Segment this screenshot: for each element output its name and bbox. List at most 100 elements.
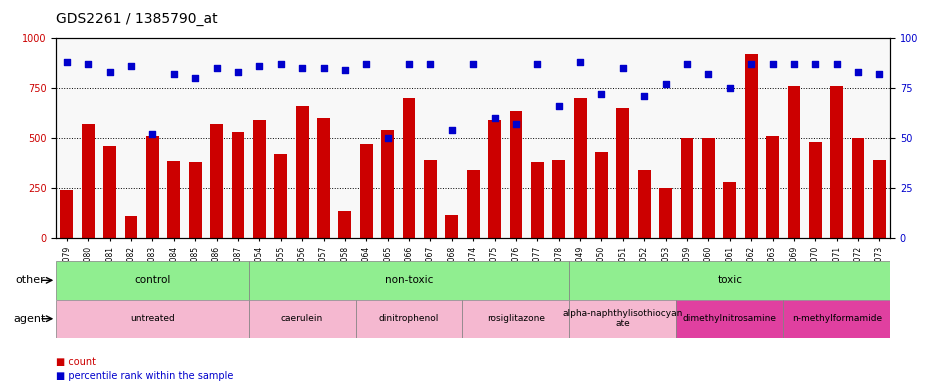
Text: n-methylformamide: n-methylformamide <box>791 314 881 323</box>
Point <box>167 71 182 78</box>
Point <box>828 61 843 68</box>
Point <box>402 61 417 68</box>
Bar <box>573 98 586 238</box>
Point <box>850 69 865 75</box>
Point <box>358 61 373 68</box>
Point <box>187 75 202 81</box>
Point <box>145 131 160 137</box>
Bar <box>168 161 180 238</box>
Point <box>871 71 886 78</box>
Point <box>657 81 672 88</box>
Point <box>722 85 737 91</box>
FancyBboxPatch shape <box>569 300 676 338</box>
Bar <box>296 106 308 238</box>
Bar <box>424 160 436 238</box>
Point <box>679 61 694 68</box>
Bar <box>253 120 266 238</box>
Bar <box>551 160 564 238</box>
Point <box>785 61 800 68</box>
FancyBboxPatch shape <box>355 300 462 338</box>
Bar <box>466 170 479 238</box>
Bar <box>594 152 607 238</box>
Bar <box>146 136 159 238</box>
Bar <box>872 160 885 238</box>
Bar <box>851 138 864 238</box>
Point <box>550 103 565 109</box>
FancyBboxPatch shape <box>248 261 569 300</box>
Point <box>487 115 502 121</box>
Bar <box>210 124 223 238</box>
Text: GDS2261 / 1385790_at: GDS2261 / 1385790_at <box>56 12 217 25</box>
Bar <box>188 162 201 238</box>
Bar <box>786 86 799 238</box>
Bar <box>316 118 329 238</box>
Text: non-toxic: non-toxic <box>385 275 432 285</box>
Bar <box>637 170 650 238</box>
Point <box>572 59 587 65</box>
Text: dinitrophenol: dinitrophenol <box>378 314 439 323</box>
Bar <box>488 120 501 238</box>
Point <box>209 65 224 71</box>
Point <box>465 61 480 68</box>
Text: control: control <box>134 275 170 285</box>
Bar <box>81 124 95 238</box>
Bar <box>744 55 757 238</box>
Point <box>337 67 352 73</box>
FancyBboxPatch shape <box>56 261 248 300</box>
FancyBboxPatch shape <box>248 300 355 338</box>
Point <box>508 121 523 127</box>
Bar <box>338 211 351 238</box>
FancyBboxPatch shape <box>676 300 782 338</box>
Bar <box>659 188 671 238</box>
Point <box>59 59 74 65</box>
FancyBboxPatch shape <box>56 300 248 338</box>
Point <box>230 69 245 75</box>
Point <box>422 61 437 68</box>
Point <box>273 61 288 68</box>
Text: agent: agent <box>13 314 46 324</box>
Point <box>764 61 779 68</box>
Text: alpha-naphthylisothiocyan
ate: alpha-naphthylisothiocyan ate <box>563 309 682 328</box>
Bar <box>359 144 373 238</box>
Point <box>444 127 459 133</box>
Text: untreated: untreated <box>130 314 175 323</box>
FancyBboxPatch shape <box>569 261 889 300</box>
Point <box>743 61 758 68</box>
Bar <box>231 132 244 238</box>
Point <box>593 91 608 98</box>
Text: dimethylnitrosamine: dimethylnitrosamine <box>682 314 776 323</box>
Point <box>80 61 95 68</box>
FancyBboxPatch shape <box>782 300 889 338</box>
Bar <box>124 216 138 238</box>
Text: toxic: toxic <box>717 275 741 285</box>
Bar <box>274 154 286 238</box>
Text: ■ percentile rank within the sample: ■ percentile rank within the sample <box>56 371 233 381</box>
Bar <box>701 138 714 238</box>
Bar <box>680 138 693 238</box>
Text: ■ count: ■ count <box>56 357 96 367</box>
Bar <box>509 111 521 238</box>
Point <box>294 65 309 71</box>
Point <box>529 61 544 68</box>
Point <box>252 63 267 70</box>
Text: caerulein: caerulein <box>281 314 323 323</box>
Bar <box>61 190 73 238</box>
Bar <box>616 108 629 238</box>
Bar <box>531 162 543 238</box>
Point <box>380 135 395 141</box>
FancyBboxPatch shape <box>462 300 569 338</box>
Point <box>102 69 117 75</box>
Bar <box>445 215 458 238</box>
Point <box>124 63 139 70</box>
Text: other: other <box>16 275 46 285</box>
Point <box>315 65 330 71</box>
Text: rosiglitazone: rosiglitazone <box>487 314 545 323</box>
Bar <box>103 146 116 238</box>
Bar <box>808 142 821 238</box>
Point <box>615 65 630 71</box>
Bar <box>402 98 415 238</box>
Bar <box>766 136 778 238</box>
Bar <box>381 130 394 238</box>
Point <box>636 93 651 99</box>
Point <box>700 71 715 78</box>
